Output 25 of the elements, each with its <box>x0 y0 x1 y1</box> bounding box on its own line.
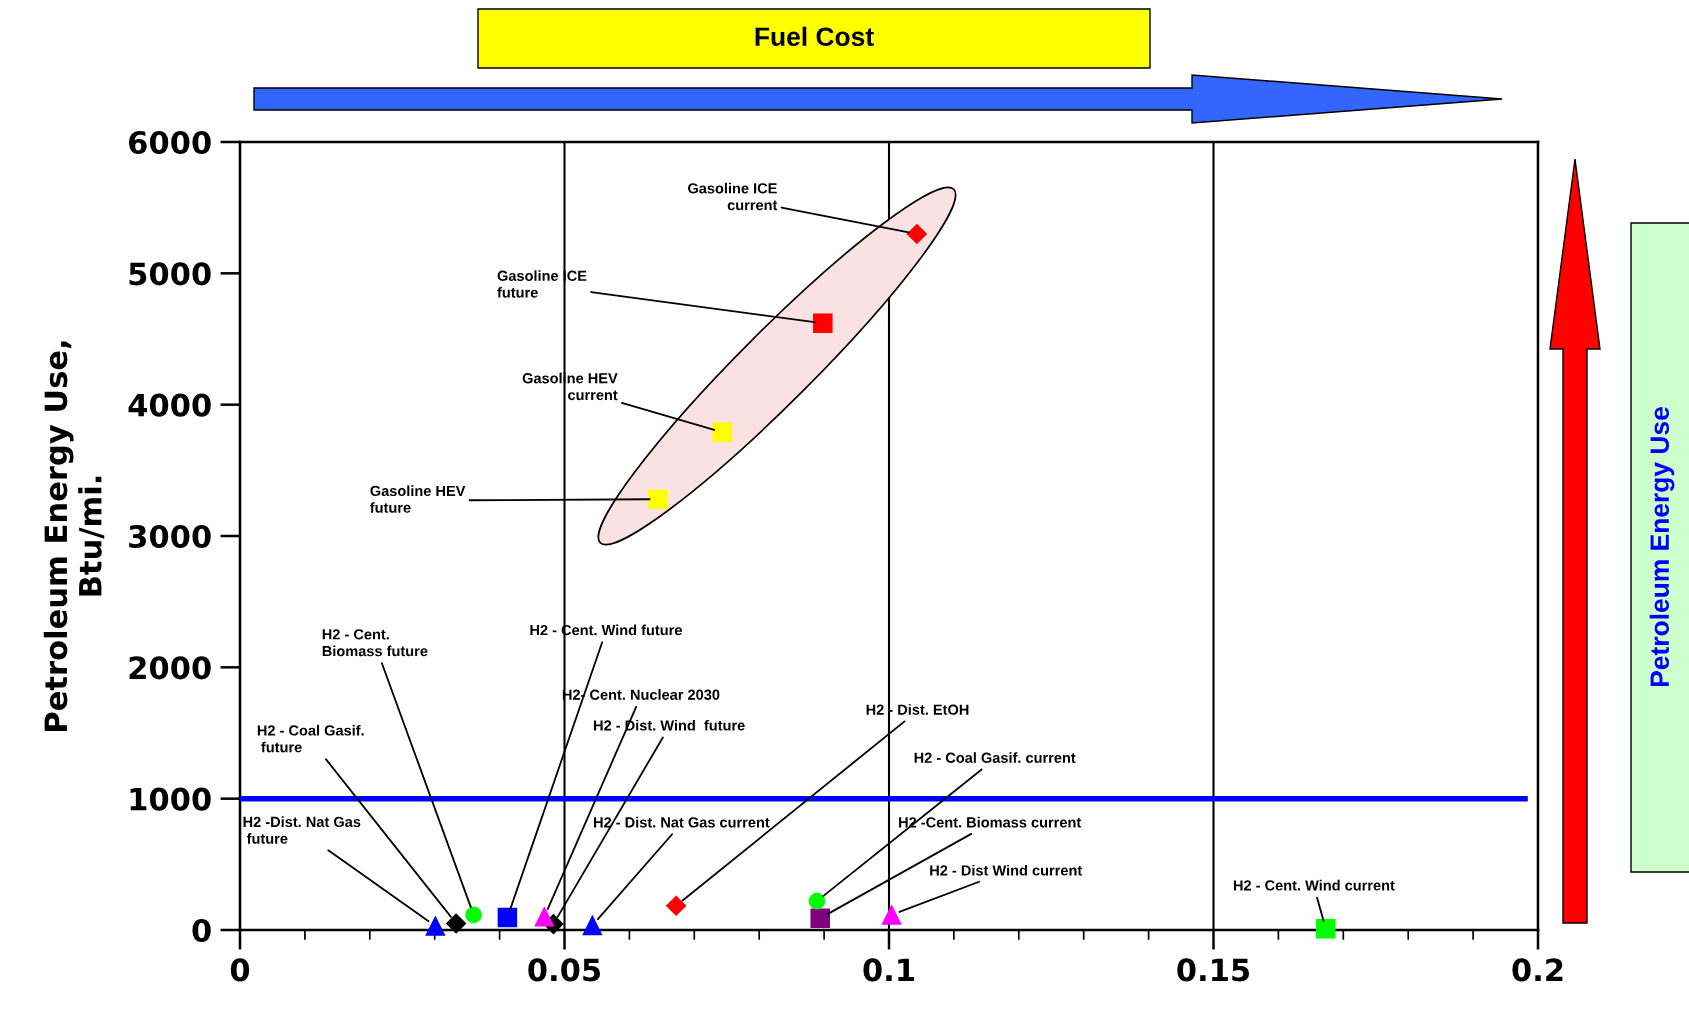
text: Fuel Cost <box>755 26 874 47</box>
x-tick-label: 0.1 <box>863 958 914 982</box>
y-tick-label: 6000 <box>129 130 211 155</box>
y-tick-label: 4000 <box>128 393 211 417</box>
annotation: H2 - Dist Wind current <box>930 864 1083 876</box>
y-tick-label: 2000 <box>129 656 211 680</box>
annotation: H2 - Cent. Wind current <box>1233 879 1395 891</box>
y-axis-title: Petroleum Energy Use, Btu/mi. <box>43 341 105 731</box>
y-tick-label: 0 <box>192 918 211 943</box>
x-tick-label: 0.05 <box>528 958 601 982</box>
annotation: Gasoline ICE current <box>688 182 778 211</box>
annotation: H2 -Dist. Nat Gas future <box>243 816 361 844</box>
annotation: H2 - Coal Gasif. future <box>257 724 364 753</box>
y-tick-label: 1000 <box>130 787 211 811</box>
annotation: H2 -Cent. Biomass current <box>899 816 1082 828</box>
annotation: H2 - Dist. Nat Gas current <box>594 816 770 828</box>
x-tick-label: 0.15 <box>1177 958 1250 982</box>
annotation: Gasoline HEV future <box>370 485 466 513</box>
text: Petroleum Energy Use <box>1649 407 1675 687</box>
y-tick-label: 5000 <box>129 262 211 286</box>
x-tick-label: 0 <box>230 958 250 982</box>
y-tick-label: 3000 <box>129 524 211 549</box>
x-tick-label: 0.2 <box>1512 958 1563 982</box>
annotation: H2 - Coal Gasif. current <box>914 752 1076 763</box>
annotation: H2 - Cent. Biomass future <box>322 629 428 657</box>
